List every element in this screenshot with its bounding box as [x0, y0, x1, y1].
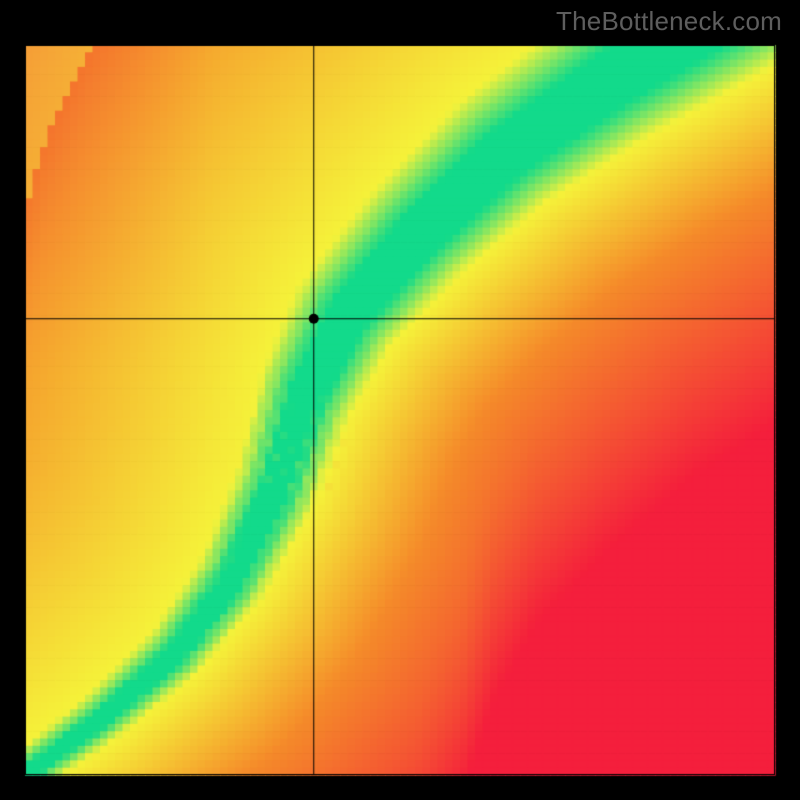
- watermark-text: TheBottleneck.com: [556, 6, 782, 37]
- heatmap-canvas: [0, 0, 800, 800]
- chart-container: TheBottleneck.com: [0, 0, 800, 800]
